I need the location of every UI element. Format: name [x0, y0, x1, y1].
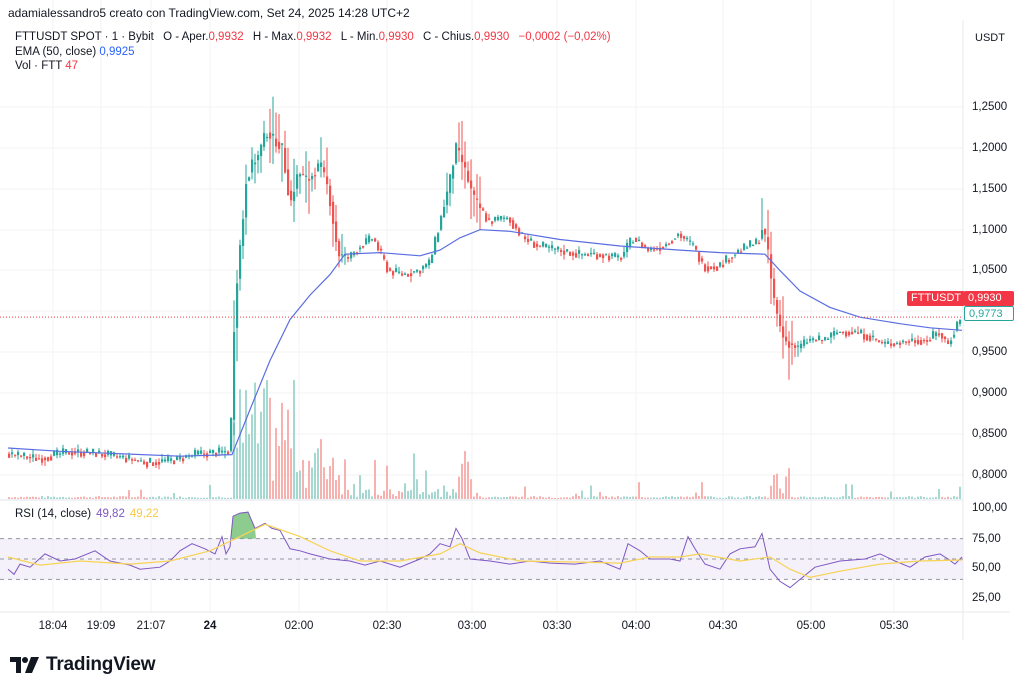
price-tick: 1,2500 — [972, 101, 1008, 113]
rsi-tick: 100,00 — [972, 502, 1008, 514]
volume-value: 47 — [65, 60, 79, 72]
close-value: 0,9930 — [474, 31, 510, 43]
price-tick: 0,8000 — [972, 469, 1008, 481]
change-value: −0,0002 (−0,02%) — [518, 31, 611, 43]
symbol-label[interactable]: FTTUSDT SPOT · 1 · Bybit — [15, 31, 154, 43]
price-tick: 1,0500 — [972, 264, 1008, 276]
low-value: 0,9930 — [378, 31, 414, 43]
time-tick: 19:09 — [86, 620, 116, 632]
close-label: C - Chius. — [423, 31, 475, 43]
time-tick: 04:00 — [621, 620, 651, 632]
time-tick: 04:30 — [708, 620, 738, 632]
last-price-badge: 0,9930 — [964, 291, 1014, 306]
price-axis-unit[interactable]: USDT — [975, 32, 1005, 44]
attribution: adamialessandro5 creato con TradingView.… — [8, 6, 410, 20]
rsi-tick: 50,00 — [972, 562, 1001, 574]
price-tick: 0,8500 — [972, 428, 1008, 440]
rsi-label: RSI (14, close) — [15, 508, 92, 520]
symbol-price-badge: FTTUSDT — [907, 291, 966, 306]
time-tick: 24 — [203, 620, 217, 632]
time-tick: 03:00 — [457, 620, 487, 632]
brand-name: TradingView — [46, 654, 156, 675]
volume-row[interactable]: Vol · FTT 47 — [15, 59, 611, 74]
price-tick: 1,1000 — [972, 224, 1008, 236]
ema-price-badge: 0,9773 — [964, 306, 1014, 321]
rsi-value: 49,82 — [96, 508, 125, 520]
time-tick: 03:30 — [542, 620, 572, 632]
rsi-tick: 25,00 — [972, 592, 1001, 604]
time-tick: 02:00 — [284, 620, 314, 632]
high-value: 0,9932 — [296, 31, 332, 43]
price-tick: 0,9500 — [972, 346, 1008, 358]
price-tick: 0,9000 — [972, 387, 1008, 399]
ema-value: 0,9925 — [99, 45, 135, 58]
rsi-legend[interactable]: RSI (14, close) 49,82 49,22 — [15, 508, 159, 520]
volume-label: Vol · FTT — [15, 60, 63, 72]
main-legend: FTTUSDT SPOT · 1 · Bybit O - Aper.0,9932… — [15, 30, 611, 74]
high-label: H - Max. — [252, 31, 297, 43]
time-tick: 05:00 — [796, 620, 826, 632]
time-tick: 02:30 — [372, 620, 402, 632]
time-tick: 05:30 — [879, 620, 909, 632]
price-tick: 1,2000 — [972, 142, 1008, 154]
tradingview-logo[interactable]: TradingView — [10, 654, 156, 676]
rsi-tick: 75,00 — [972, 533, 1001, 545]
low-label: L - Min. — [340, 31, 379, 43]
open-label: O - Aper. — [163, 31, 209, 43]
rsi-ma-value: 49,22 — [129, 508, 159, 520]
ema-row[interactable]: EMA (50, close) 0,9925 — [15, 45, 611, 60]
ema-label: EMA (50, close) — [15, 45, 97, 58]
tradingview-logo-icon — [10, 657, 39, 673]
price-tick: 1,1500 — [972, 183, 1008, 195]
time-tick: 18:04 — [38, 620, 68, 632]
time-tick: 21:07 — [136, 620, 166, 632]
ohlc-row: FTTUSDT SPOT · 1 · Bybit O - Aper.0,9932… — [15, 30, 611, 45]
open-value: 0,9932 — [208, 31, 244, 43]
